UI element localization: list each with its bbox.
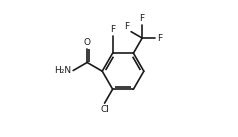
Text: F: F [124,22,129,31]
Text: O: O [84,38,91,47]
Text: Cl: Cl [100,105,109,114]
Text: F: F [110,25,115,34]
Text: F: F [157,34,162,43]
Text: H₂N: H₂N [54,66,71,75]
Text: F: F [140,14,145,23]
